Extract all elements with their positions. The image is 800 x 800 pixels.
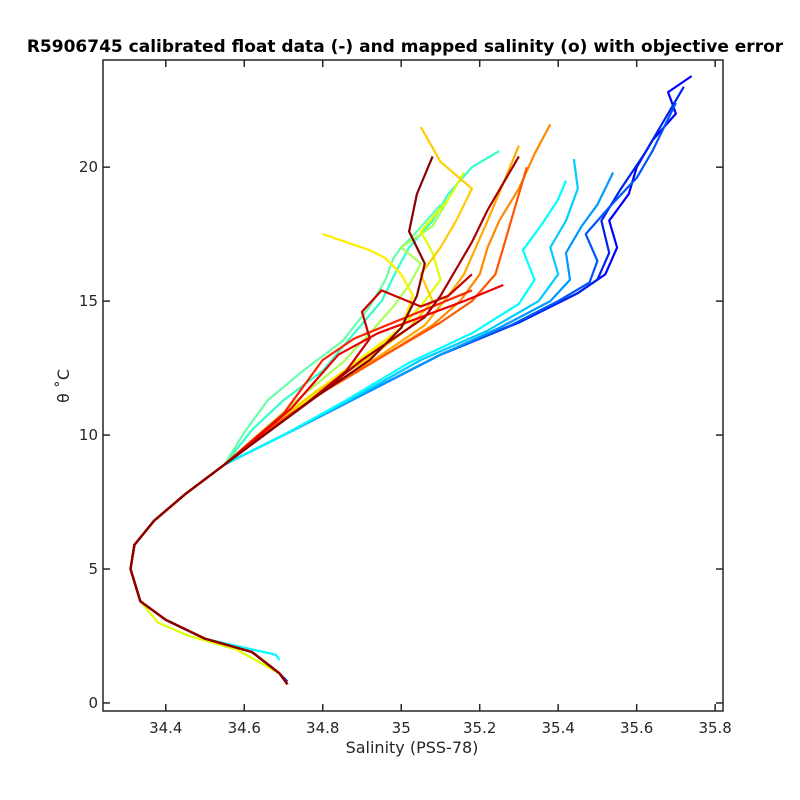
chart-title: R5906745 calibrated float data (-) and m…: [27, 37, 784, 57]
x-tick-label: 34.8: [306, 719, 339, 737]
y-axis-label: θ ˚C: [54, 369, 73, 403]
plot-background: [103, 60, 723, 711]
y-axis: 0 5 10 15 20: [79, 158, 723, 712]
x-tick-label: 35.4: [541, 719, 574, 737]
y-tick-label: 20: [79, 158, 98, 176]
y-tick-label: 15: [79, 292, 98, 310]
x-tick-label: 35.8: [698, 719, 731, 737]
x-tick-label: 34.6: [228, 719, 261, 737]
y-tick-label: 5: [88, 560, 98, 578]
x-tick-label: 35.2: [463, 719, 496, 737]
x-tick-label: 35.6: [620, 719, 653, 737]
series-line-19: [129, 155, 434, 685]
plot-frame: [102, 59, 724, 712]
x-tick-label: 35: [392, 719, 411, 737]
series-layer: [129, 75, 693, 685]
y-tick-label: 10: [79, 426, 98, 444]
x-axis: 34.4 34.6 34.8 35 35.2 35.4 35.6 35.8: [149, 60, 732, 737]
x-axis-label: Salinity (PSS-78): [346, 738, 479, 757]
x-tick-label: 34.4: [149, 719, 182, 737]
y-tick-label: 0: [88, 694, 98, 712]
